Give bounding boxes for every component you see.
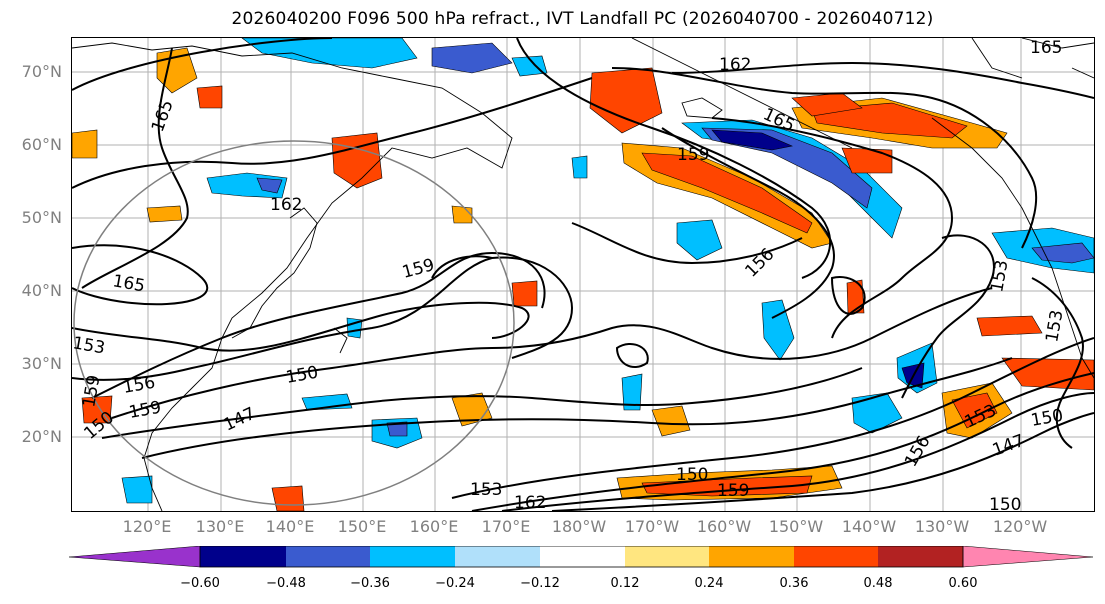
contour-label: 165 (148, 97, 178, 134)
landfall-region-circle (73, 140, 515, 506)
colorbar-tick-label: 0.36 (779, 576, 809, 591)
contour-label: 147 (221, 404, 259, 436)
colorbar-tick-label: 0.48 (863, 576, 893, 591)
colorbar-segment (625, 546, 709, 567)
colorbar-tick-label: −0.24 (435, 576, 475, 591)
map-title: 2026040200 F096 500 hPa refract., IVT La… (231, 9, 934, 29)
coastlines (72, 38, 1094, 511)
lon-label-130e: 130°E (195, 517, 245, 536)
contour-label: 159 (127, 398, 162, 423)
contour-label: 153 (987, 258, 1012, 293)
lon-label-150e: 150°E (337, 517, 387, 536)
colorbar-tick-label: −0.36 (350, 576, 390, 591)
colorbar-tick-label: −0.60 (180, 576, 220, 591)
contour-label: 165 (1030, 38, 1062, 58)
colorbar-segment (878, 546, 963, 567)
colorbar-segment (794, 546, 878, 567)
height-contours (72, 38, 1094, 511)
contour-label: 159 (677, 145, 709, 165)
contour-label: 150 (284, 363, 319, 388)
colorbar-segment (200, 546, 286, 567)
contour-label: 150 (989, 495, 1021, 511)
contour-label: 153 (1042, 308, 1067, 343)
lat-label-30n: 30°N (21, 354, 62, 373)
colorbar-tick-label: 0.12 (610, 576, 640, 591)
contour-label: 159 (400, 255, 437, 283)
contour-label: 153 (470, 480, 502, 500)
colorbar-extend-right (962, 546, 1094, 568)
colorbar-segment (540, 546, 625, 567)
lon-label-150w: 150°W (768, 517, 824, 536)
graticule (72, 38, 1094, 511)
colorbar-extend-left (69, 546, 201, 568)
lat-label-60n: 60°N (21, 135, 62, 154)
contour-label: 156 (121, 373, 156, 398)
colorbar-tick-label: −0.12 (520, 576, 560, 591)
lon-label-170w: 170°W (624, 517, 680, 536)
lon-label-160e: 160°E (409, 517, 459, 536)
lon-label-130w: 130°W (914, 517, 970, 536)
colorbar-tick-label: 0.24 (694, 576, 724, 591)
colorbar (69, 546, 1094, 568)
map-panel: 162 165 165 159 165 162 165 159 156 153 … (71, 37, 1095, 512)
contour-label: 150 (1029, 406, 1064, 431)
lon-label-170e: 170°E (481, 517, 531, 536)
lon-label-180w: 180°W (551, 517, 607, 536)
contour-label: 150 (676, 465, 708, 485)
lat-label-20n: 20°N (21, 427, 62, 446)
colorbar-segment (455, 546, 540, 567)
contour-label: 147 (990, 431, 1027, 461)
colorbar-segment (709, 546, 794, 567)
lat-label-40n: 40°N (21, 281, 62, 300)
lat-label-50n: 50°N (21, 208, 62, 227)
colorbar-tick-label: 0.60 (948, 576, 978, 591)
lon-label-160w: 160°W (696, 517, 752, 536)
lon-label-140e: 140°E (265, 517, 315, 536)
lon-label-120e: 120°E (122, 517, 172, 536)
contour-label: 159 (717, 481, 749, 501)
contour-label: 165 (111, 271, 146, 296)
lat-label-70n: 70°N (21, 62, 62, 81)
contour-label: 162 (270, 195, 302, 215)
map-plot: 162 165 165 159 165 162 165 159 156 153 … (72, 38, 1094, 511)
contour-label: 156 (901, 432, 935, 470)
colorbar-tick-label: −0.48 (266, 576, 306, 591)
colorbar-segment (370, 546, 455, 567)
lon-label-120w: 120°W (992, 517, 1048, 536)
contour-label: 162 (514, 493, 546, 511)
colorbar-segment (286, 546, 370, 567)
lon-label-140w: 140°W (841, 517, 897, 536)
contour-label: 162 (719, 55, 751, 75)
